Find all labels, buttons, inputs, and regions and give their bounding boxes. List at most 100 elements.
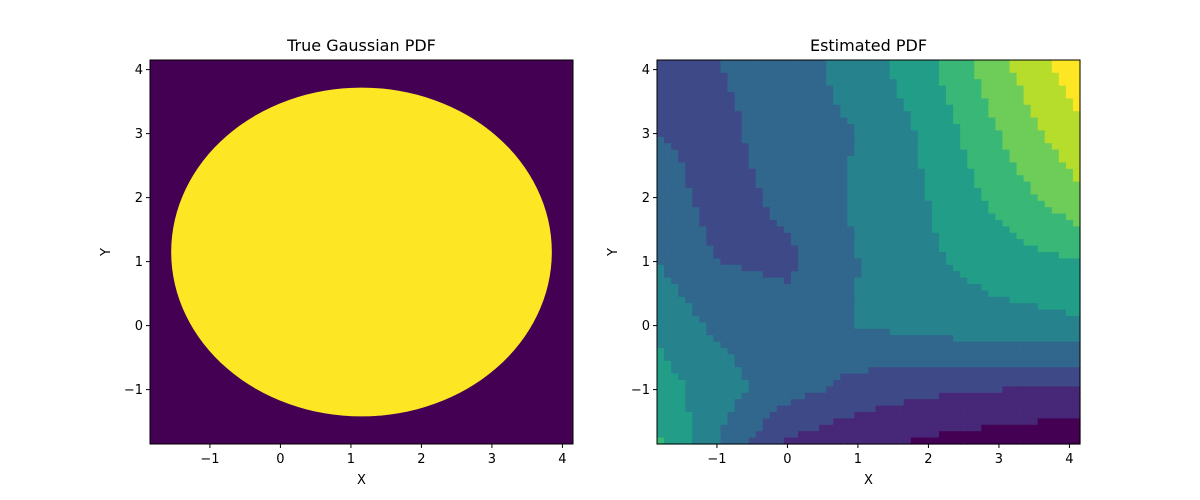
contour-cell <box>741 264 750 272</box>
contour-cell <box>664 188 672 195</box>
estimated-pdf-axes-frame <box>656 59 1081 445</box>
contour-cell <box>1044 168 1053 176</box>
contour-cell <box>988 296 996 304</box>
contour-cell <box>699 232 707 240</box>
contour-cell <box>854 104 863 112</box>
contour-cell <box>741 354 750 362</box>
contour-cell <box>960 431 968 439</box>
contour-cell <box>769 296 778 304</box>
contour-cell <box>805 271 813 279</box>
contour-cell <box>755 156 764 163</box>
contour-cell <box>847 303 855 311</box>
contour-cell <box>967 424 975 432</box>
contour-cell <box>692 437 700 445</box>
contour-cell <box>1030 136 1039 144</box>
contour-cell <box>762 239 771 247</box>
contour-cell <box>988 226 996 234</box>
contour-cell <box>819 309 827 317</box>
contour-cell <box>889 104 898 112</box>
contour-cell <box>903 232 912 240</box>
contour-cell <box>734 245 743 253</box>
contour-cell <box>819 328 827 336</box>
contour-cell <box>734 149 743 157</box>
contour-cell <box>692 431 700 439</box>
contour-cell <box>805 194 813 202</box>
contour-cell <box>798 194 806 202</box>
contour-cell <box>762 200 771 208</box>
contour-cell <box>875 335 884 343</box>
contour-cell <box>861 271 870 279</box>
contour-cell <box>1065 284 1074 291</box>
contour-cell <box>741 92 750 99</box>
contour-cell <box>1009 213 1018 221</box>
contour-cell <box>1072 175 1081 183</box>
contour-cell <box>798 431 806 439</box>
contour-cell <box>805 60 813 67</box>
contour-cell <box>882 117 891 125</box>
contour-cell <box>896 213 905 221</box>
contour-cell <box>727 130 736 138</box>
contour-cell <box>847 328 855 336</box>
contour-cell <box>762 309 771 317</box>
contour-cell <box>1044 85 1053 93</box>
contour-cell <box>882 335 891 343</box>
contour-cell <box>678 360 686 368</box>
contour-cell <box>664 271 672 279</box>
contour-cell <box>1065 143 1074 151</box>
contour-cell <box>910 92 919 99</box>
contour-cell <box>1058 322 1067 330</box>
contour-cell <box>805 412 813 419</box>
contour-cell <box>1002 296 1011 304</box>
contour-cell <box>1051 316 1060 323</box>
contour-cell <box>1051 149 1060 157</box>
contour-cell <box>727 290 736 298</box>
contour-cell <box>769 79 778 87</box>
contour-cell <box>769 194 778 202</box>
contour-cell <box>1051 98 1060 106</box>
contour-cell <box>974 232 982 240</box>
contour-cell <box>967 104 975 112</box>
contour-cell <box>917 188 926 195</box>
contour-cell <box>939 360 947 368</box>
contour-cell <box>847 354 855 362</box>
contour-cell <box>946 303 954 311</box>
contour-cell <box>1051 162 1060 170</box>
contour-cell <box>1037 405 1046 413</box>
contour-cell <box>826 264 834 272</box>
contour-cell <box>657 130 665 138</box>
contour-cell <box>776 143 785 151</box>
contour-cell <box>953 181 961 189</box>
contour-cell <box>678 66 686 74</box>
contour-cell <box>1072 367 1081 375</box>
contour-cell <box>875 380 884 387</box>
contour-cell <box>1044 367 1053 375</box>
contour-cell <box>974 149 982 157</box>
contour-cell <box>939 79 947 87</box>
contour-cell <box>995 412 1004 419</box>
contour-cell <box>917 252 926 259</box>
contour-cell <box>819 348 827 355</box>
contour-cell <box>882 200 891 208</box>
contour-cell <box>875 412 884 419</box>
contour-cell <box>783 66 792 74</box>
contour-cell <box>847 92 855 99</box>
contour-cell <box>1023 111 1032 119</box>
contour-cell <box>805 290 813 298</box>
contour-cell <box>960 354 968 362</box>
contour-cell <box>939 354 947 362</box>
contour-cell <box>706 130 714 138</box>
contour-cell <box>1002 386 1011 394</box>
contour-cell <box>657 264 665 272</box>
contour-cell <box>1016 258 1025 266</box>
contour-cell <box>917 104 926 112</box>
contour-cell <box>755 412 764 419</box>
contour-cell <box>868 220 877 227</box>
contour-cell <box>692 354 700 362</box>
contour-cell <box>790 277 799 285</box>
contour-cell <box>974 341 982 349</box>
contour-cell <box>995 111 1004 119</box>
contour-cell <box>741 380 750 387</box>
contour-cell <box>833 412 841 419</box>
contour-cell <box>1016 98 1025 106</box>
